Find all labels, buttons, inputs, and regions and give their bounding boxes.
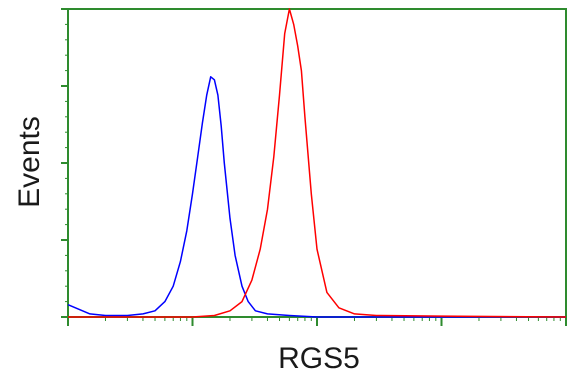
axis-ticks	[61, 8, 567, 326]
plot-frame	[67, 8, 567, 318]
plot-border	[67, 8, 567, 318]
y-axis-title: Events	[13, 116, 46, 208]
histogram-series-1	[67, 76, 566, 318]
series-layer	[67, 8, 567, 318]
histogram-series-2	[68, 8, 567, 318]
x-axis-title: RGS5	[278, 342, 360, 375]
